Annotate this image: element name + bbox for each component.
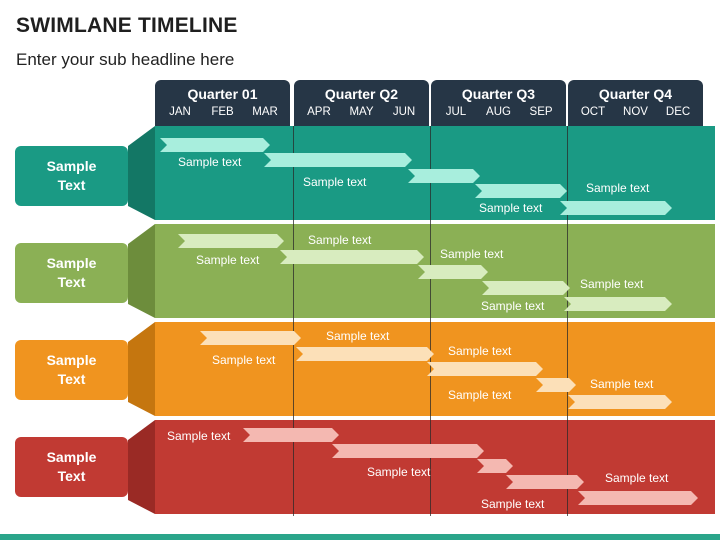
task-arrow [280, 250, 424, 264]
month-label: NOV [623, 106, 648, 118]
task-arrow [418, 265, 488, 279]
quarter-header-1: Quarter 01 JAN FEB MAR [155, 80, 290, 126]
quarter-divider [567, 126, 568, 516]
quarter-divider [430, 126, 431, 516]
task-label: Sample text [196, 253, 260, 267]
task-arrow [264, 153, 412, 167]
page-title: SWIMLANE TIMELINE [16, 14, 238, 37]
task-label: Sample text [167, 429, 231, 443]
task-arrow [477, 459, 513, 473]
month-label: APR [307, 106, 331, 118]
task-arrow [160, 138, 270, 152]
task-label: Sample text [586, 181, 650, 195]
task-label: Sample text [448, 344, 512, 358]
task-arrow [296, 347, 434, 361]
lane-label-text: Sample Text [46, 449, 97, 484]
task-label: Sample text [590, 377, 654, 391]
quarter-name: Quarter Q3 [461, 86, 536, 102]
quarter-name: Quarter Q2 [324, 86, 399, 102]
task-arrow [506, 475, 584, 489]
month-label: JUL [445, 106, 467, 118]
task-label: Sample text [580, 277, 644, 291]
task-arrow [475, 184, 567, 198]
task-label: Sample text [440, 247, 504, 261]
lane-label-4: Sample Text [15, 437, 128, 497]
task-arrow [560, 201, 672, 215]
month-label: MAY [349, 106, 374, 118]
quarter-header-4: Quarter Q4 OCT NOV DEC [568, 80, 703, 126]
quarter-header-2: Quarter Q2 APR MAY JUN [294, 80, 429, 126]
quarter-name: Quarter Q4 [598, 86, 673, 102]
quarter-header-3: Quarter Q3 JUL AUG SEP [431, 80, 566, 126]
page-subtitle: Enter your sub headline here [16, 50, 235, 69]
lane-label-text: Sample Text [46, 158, 97, 193]
task-arrow [332, 444, 484, 458]
task-arrow [408, 169, 480, 183]
task-arrow [536, 378, 576, 392]
lane-label-1: Sample Text [15, 146, 128, 206]
task-arrow [578, 491, 698, 505]
month-label: AUG [486, 106, 511, 118]
month-label: JUN [392, 106, 416, 118]
footer-accent-bar [0, 534, 720, 540]
quarter-name: Quarter 01 [187, 86, 258, 102]
month-label: DEC [665, 106, 691, 118]
task-arrow [243, 428, 339, 442]
task-arrow [482, 281, 570, 295]
month-label: SEP [529, 106, 553, 118]
task-label: Sample text [178, 155, 242, 169]
month-label: OCT [580, 106, 606, 118]
month-label: FEB [211, 106, 234, 118]
lane-connector-3 [128, 322, 155, 416]
task-label: Sample text [479, 201, 543, 215]
task-arrow [178, 234, 284, 248]
task-arrow [200, 331, 301, 345]
month-label: MAR [252, 106, 278, 118]
task-label: Sample text [481, 497, 545, 511]
task-arrow [568, 395, 672, 409]
lane-label-2: Sample Text [15, 243, 128, 303]
lane-label-text: Sample Text [46, 255, 97, 290]
task-arrow [427, 362, 543, 376]
task-label: Sample text [605, 471, 669, 485]
task-label: Sample text [212, 353, 276, 367]
task-label: Sample text [326, 329, 390, 343]
task-label: Sample text [448, 388, 512, 402]
quarter-divider [293, 126, 294, 516]
lane-connector-2 [128, 224, 155, 318]
task-label: Sample text [303, 175, 367, 189]
task-label: Sample text [308, 233, 372, 247]
lane-label-3: Sample Text [15, 340, 128, 400]
lane-label-text: Sample Text [46, 352, 97, 387]
task-arrow [564, 297, 672, 311]
month-label: JAN [169, 106, 191, 118]
task-label: Sample text [481, 299, 545, 313]
lane-connector-1 [128, 126, 155, 220]
lane-connector-4 [128, 420, 155, 514]
task-label: Sample text [367, 465, 431, 479]
